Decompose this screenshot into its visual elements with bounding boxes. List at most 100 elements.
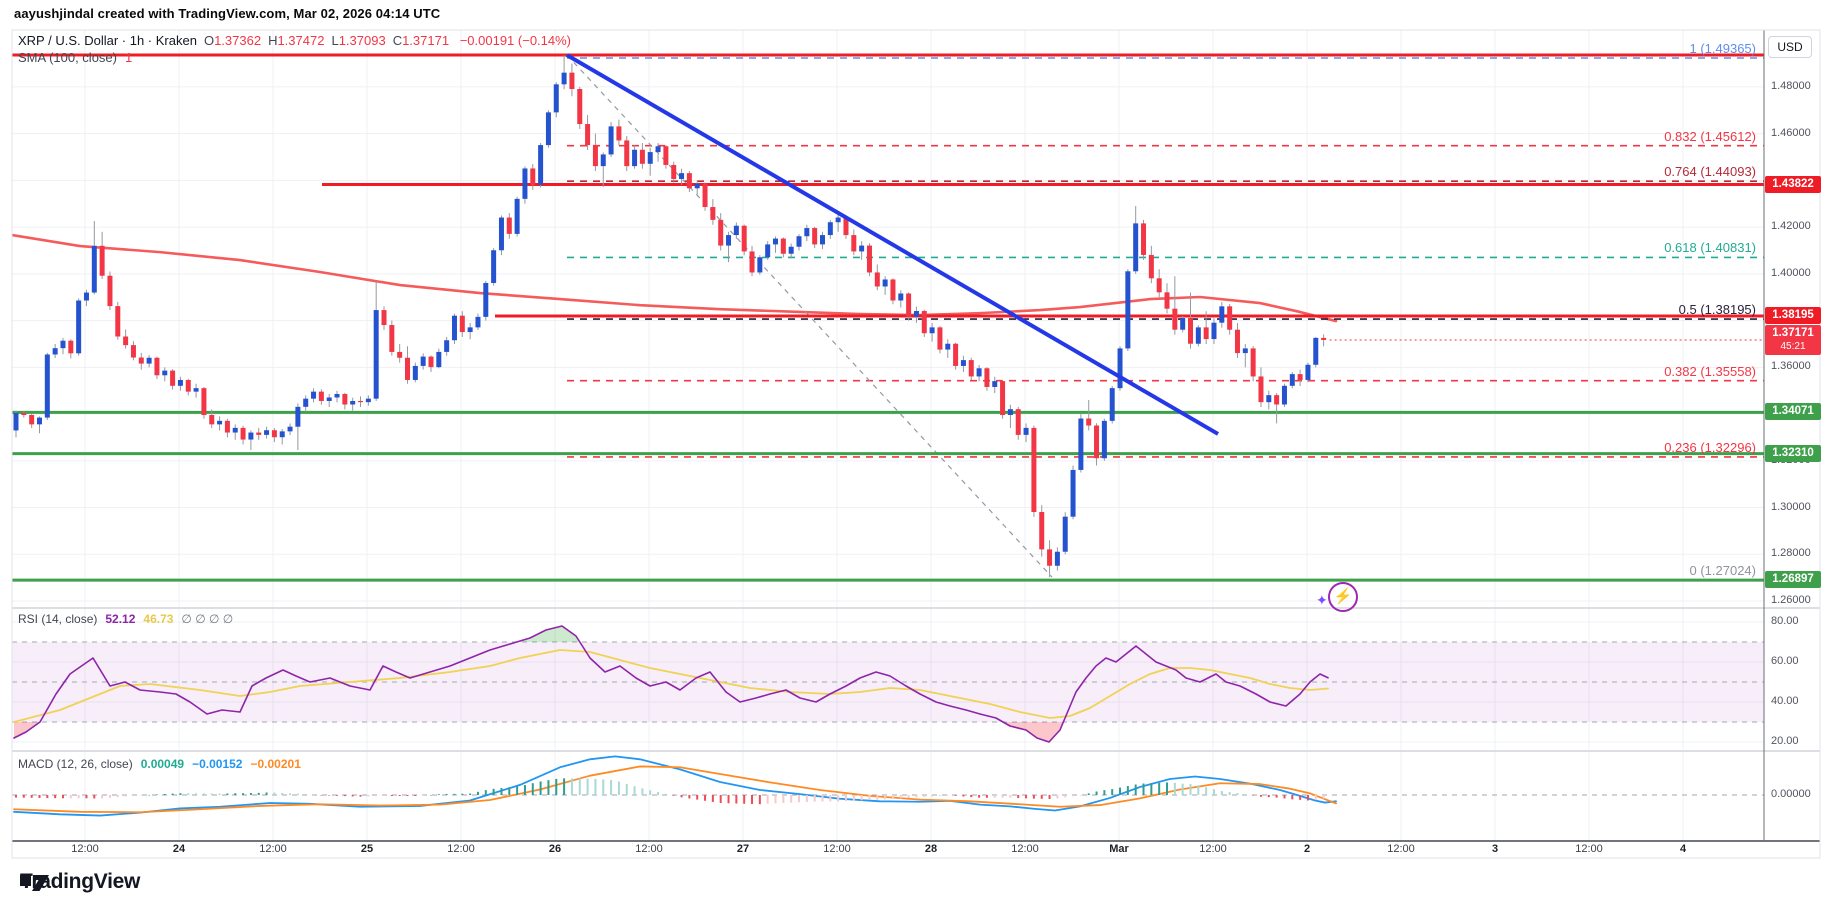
macd-legend[interactable]: MACD (12, 26, close) 0.00049 −0.00152 −0.00… (18, 757, 301, 771)
candle (1227, 306, 1233, 330)
candle (1281, 385, 1287, 405)
candle (115, 306, 121, 337)
time-axis-label[interactable]: 27 (736, 843, 750, 855)
time-axis-label[interactable]: 25 (360, 843, 374, 855)
candle (60, 340, 66, 349)
rsi-value: 52.12 (105, 612, 136, 626)
candle (303, 398, 309, 407)
candle (483, 282, 489, 317)
candle (1195, 327, 1201, 344)
time-axis-label[interactable]: 26 (548, 843, 562, 855)
candle (804, 228, 810, 237)
macd-hist-value: 0.00049 (140, 757, 185, 771)
candle (812, 228, 818, 245)
tradingview-logo[interactable]: TradingView (20, 870, 140, 894)
symbol-title: XRP / U.S. Dollar · 1h · Kraken (18, 33, 197, 48)
candle (350, 400, 356, 405)
candle (1094, 425, 1100, 459)
candle (83, 292, 89, 301)
candle (1101, 420, 1107, 459)
price-axis-label[interactable]: 1.26000 (1771, 594, 1811, 607)
candle (984, 368, 990, 387)
time-axis-label[interactable]: 2 (1303, 843, 1311, 855)
rsi-axis-label[interactable]: 20.00 (1771, 735, 1799, 747)
symbol-legend[interactable]: XRP / U.S. Dollar · 1h · Kraken O1.37362 H… (18, 33, 571, 48)
candle (459, 315, 465, 333)
time-axis-label[interactable]: 12:00 (1199, 843, 1227, 855)
candle (420, 356, 426, 366)
candle (710, 207, 716, 220)
candle (937, 327, 943, 350)
price-axis-label[interactable]: 1.40000 (1771, 266, 1811, 279)
grid-lines (12, 30, 1764, 841)
rsi-legend[interactable]: RSI (14, close) 52.12 46.73 ∅ ∅ ∅ ∅ (18, 612, 233, 626)
time-axis-label[interactable]: 24 (172, 843, 186, 855)
candle (68, 340, 74, 354)
time-axis-label[interactable]: 3 (1491, 843, 1499, 855)
time-axis-label[interactable]: Mar (1109, 843, 1129, 855)
candle (976, 368, 982, 377)
candle (819, 235, 825, 245)
candle (342, 393, 348, 405)
sma-legend[interactable]: SMA (100, close) 1 (18, 50, 132, 65)
fib-level-label: 0 (1.27024) (1689, 563, 1757, 579)
candle (679, 173, 685, 179)
candle (130, 345, 136, 358)
currency-toggle-button[interactable]: USD (1768, 36, 1812, 58)
candle (13, 412, 19, 431)
candle (451, 315, 457, 341)
time-axis-label[interactable]: 12:00 (71, 843, 99, 855)
tradingview-logo-text: TradingView (20, 870, 141, 893)
candle (1039, 512, 1045, 550)
time-axis-label[interactable]: 12:00 (823, 843, 851, 855)
attribution-text: aayushjindal created with TradingView.co… (14, 6, 441, 21)
candle (1015, 409, 1021, 435)
rsi-axis-label[interactable]: 40.00 (1771, 695, 1799, 707)
macd-signal-value: −0.00201 (250, 757, 301, 771)
price-axis-label[interactable]: 1.46000 (1771, 126, 1811, 139)
candle (1117, 348, 1123, 389)
fib-level-label: 0.236 (1.32296) (1664, 439, 1756, 455)
candle (600, 154, 606, 167)
candle (1141, 223, 1147, 255)
candle (639, 149, 645, 164)
candle (953, 343, 959, 366)
candle (788, 246, 794, 254)
time-axis-label[interactable]: 12:00 (635, 843, 663, 855)
candle (240, 427, 246, 440)
ai-lightning-button[interactable]: ✦ ⚡ (1316, 582, 1360, 612)
rsi-axis-label[interactable]: 80.00 (1771, 615, 1799, 627)
time-axis-label[interactable]: 12:00 (259, 843, 287, 855)
time-axis-label[interactable]: 4 (1679, 843, 1687, 855)
price-axis-label[interactable]: 1.30000 (1771, 500, 1811, 513)
current-price-tag: 1.37171 45:21 (1765, 324, 1821, 355)
rsi-axis-label[interactable]: 60.00 (1771, 655, 1799, 667)
candle (859, 245, 865, 252)
price-axis-label[interactable]: 1.36000 (1771, 360, 1811, 373)
time-axis-label[interactable]: 28 (924, 843, 938, 855)
candle (264, 430, 270, 435)
candle (1086, 418, 1092, 426)
price-axis-label[interactable]: 1.42000 (1771, 220, 1811, 233)
candle (1070, 469, 1076, 517)
candle (1289, 374, 1295, 386)
candle (1023, 427, 1029, 435)
time-axis-label[interactable]: 12:00 (1575, 843, 1603, 855)
candle (1219, 306, 1225, 323)
time-axis-label[interactable]: 12:00 (447, 843, 475, 855)
candle (1211, 322, 1217, 340)
candle (1125, 271, 1131, 349)
lightning-icon: ⚡ (1328, 582, 1358, 612)
candle (616, 126, 622, 141)
macd-axis-label[interactable]: 0.00000 (1771, 788, 1811, 800)
price-axis-label[interactable]: 1.28000 (1771, 547, 1811, 560)
sma-legend-value: 1 (125, 50, 133, 65)
time-axis-label[interactable]: 12:00 (1387, 843, 1415, 855)
candle (1321, 337, 1327, 340)
candle (757, 257, 763, 273)
time-axis-label[interactable]: 12:00 (1011, 843, 1039, 855)
candle (835, 217, 841, 223)
price-axis-label[interactable]: 1.48000 (1771, 79, 1811, 92)
